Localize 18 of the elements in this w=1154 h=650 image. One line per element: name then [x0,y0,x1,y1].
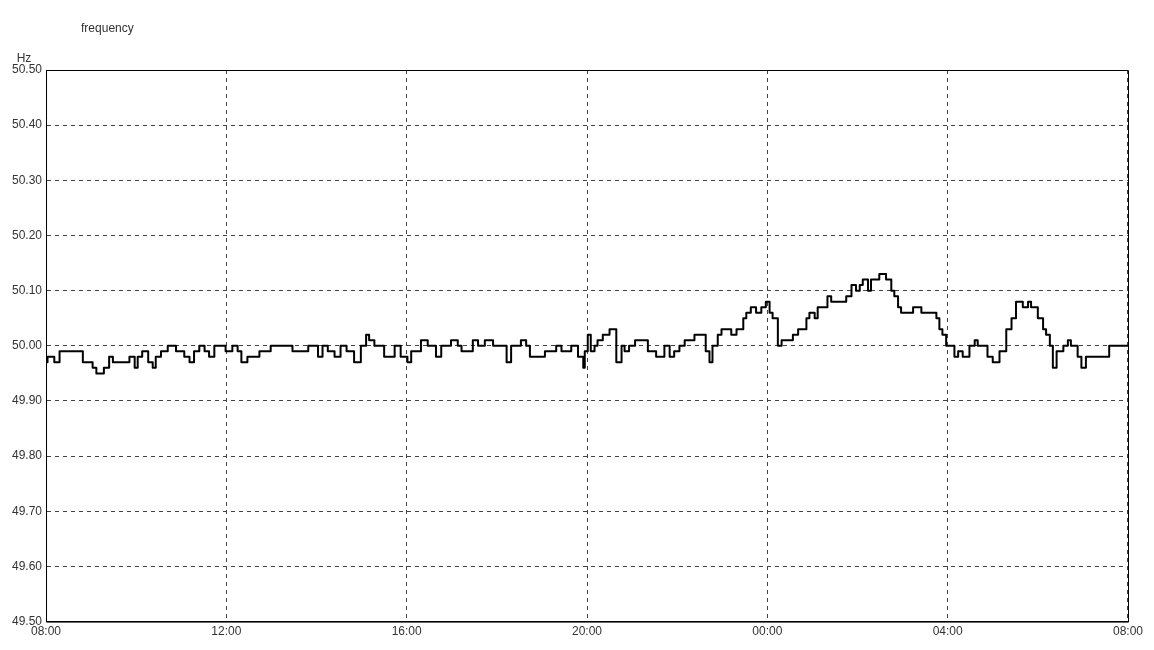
x-tick-label: 16:00 [391,624,423,639]
y-tick-label: 50.50 [12,62,43,77]
y-tick-label: 50.40 [12,117,43,132]
x-tick-label: 00:00 [752,624,783,639]
x-tick-label: 20:00 [571,624,603,639]
x-tick-label: 08:00 [1112,624,1144,639]
x-tick-label: 12:00 [211,624,242,639]
y-tick-label: 49.80 [12,448,43,463]
y-tick-label: 49.70 [12,503,43,518]
y-tick-label: 49.90 [12,393,43,408]
y-tick-label: 49.60 [12,558,43,573]
y-tick-label: 50.30 [12,172,43,187]
x-tick-label: 04:00 [932,624,963,639]
y-axis-title: Hz [16,51,32,65]
y-tick-label: 50.00 [12,338,43,353]
chart-title: frequency [81,21,134,35]
y-tick-label: 50.20 [12,227,43,242]
y-tick-label: 50.10 [12,282,43,297]
